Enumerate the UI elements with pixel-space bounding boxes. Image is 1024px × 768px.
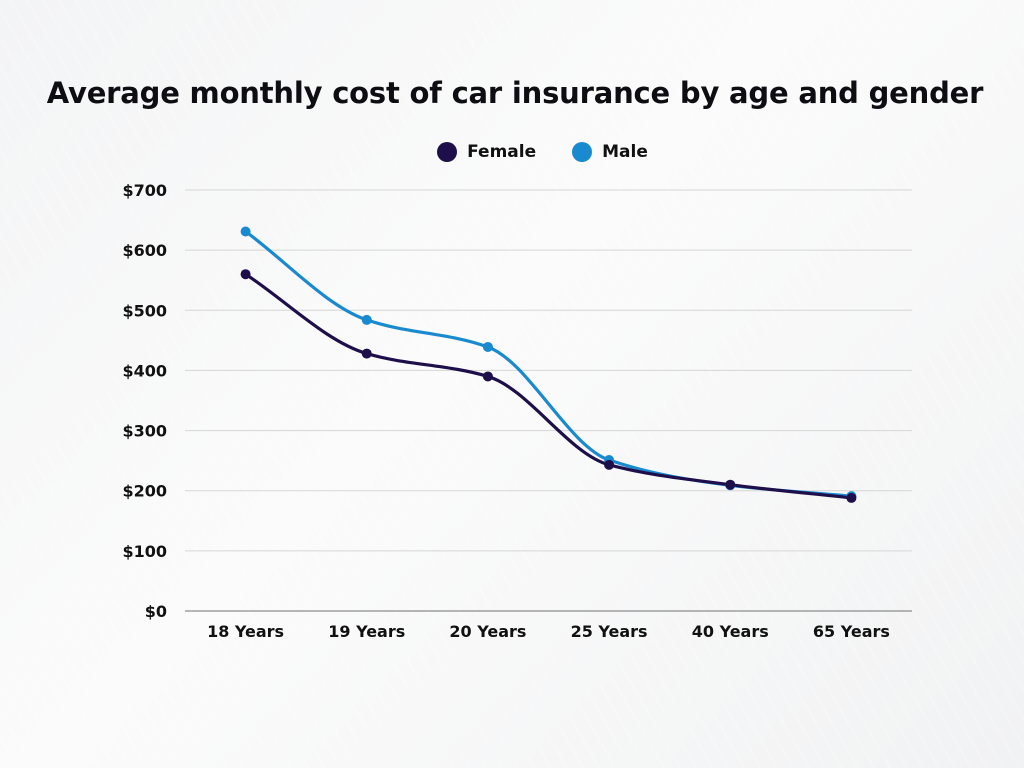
legend: Female Male (0, 142, 1024, 162)
y-tick-label: $0 (145, 602, 167, 621)
y-tick-label: $700 (122, 181, 167, 200)
data-point-male (361, 314, 372, 325)
data-point-female (846, 492, 857, 503)
x-tick-label: 18 Years (207, 622, 284, 641)
x-tick-label: 19 Years (328, 622, 405, 641)
y-tick-label: $200 (122, 482, 167, 501)
data-point-female (482, 371, 493, 382)
x-tick-label: 40 Years (692, 622, 769, 641)
series-line-female (243, 272, 854, 500)
data-point-female (604, 459, 615, 470)
data-point-male (240, 226, 251, 237)
y-axis-ticks: $0 $100 $200 $300 $400 $500 $600 $700 (122, 181, 167, 621)
legend-swatch-female (437, 142, 458, 162)
y-tick-label: $300 (122, 422, 167, 441)
x-axis-ticks: 18 Years 19 Years 20 Years 25 Years 40 Years… (207, 622, 890, 641)
y-tick-label: $100 (122, 542, 167, 561)
chart-title: Average monthly cost of car insurance by… (46, 76, 984, 110)
y-tick-label: $500 (122, 301, 167, 320)
legend-label-male: Male (602, 142, 648, 162)
x-tick-label: 25 Years (571, 622, 648, 641)
legend-item-female: Female (437, 142, 536, 162)
legend-label-female: Female (467, 142, 537, 162)
series-line-male (243, 229, 854, 498)
x-tick-label: 20 Years (449, 622, 526, 641)
legend-item-male: Male (572, 142, 648, 162)
legend-swatch-male (572, 142, 593, 162)
data-point-female (361, 348, 372, 359)
data-point-male (482, 341, 493, 352)
y-tick-label: $600 (122, 241, 167, 260)
grid (185, 189, 912, 612)
x-tick-label: 65 Years (813, 622, 890, 641)
y-tick-label: $400 (122, 361, 167, 380)
data-point-female (240, 269, 251, 280)
series (240, 226, 857, 503)
data-point-female (725, 479, 736, 490)
